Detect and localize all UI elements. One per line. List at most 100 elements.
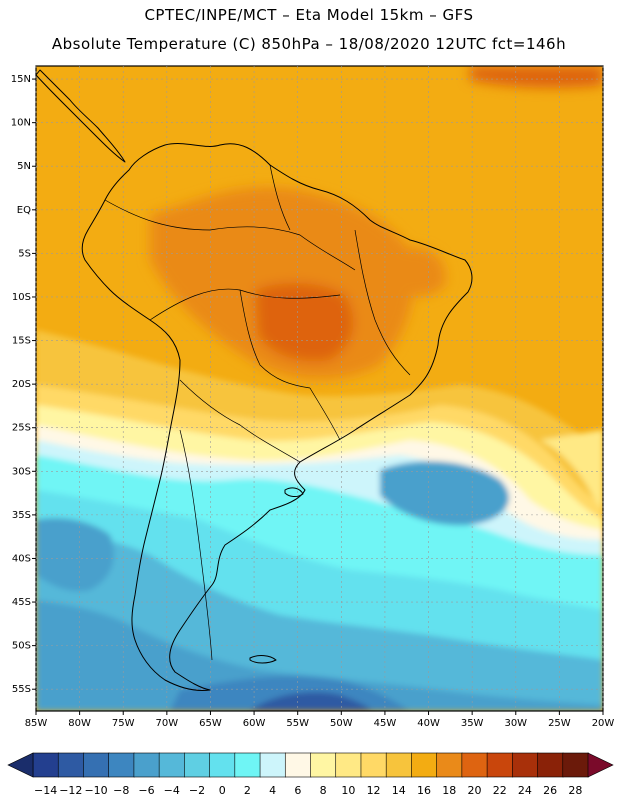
colorbar-swatch [310,752,337,778]
colorbar-label: 28 [568,784,582,797]
lat-tick-label: 35S [12,510,31,521]
field-24-core [255,283,354,362]
colorbar-label: −8 [113,784,129,797]
colorbar-label: 26 [543,784,557,797]
field-22-northeast [398,247,446,297]
border-5 [309,387,341,441]
colorbar-swatch [83,752,110,778]
colorbar-label: 16 [417,784,431,797]
field-cold-pocket [380,461,509,526]
lat-tick-label: 45S [12,597,31,608]
border-3 [239,289,311,389]
colorbar-low-arrow [7,752,34,778]
colorbar-label: 10 [341,784,355,797]
colorbar-label: −4 [164,784,180,797]
coastline-central-america [35,69,126,163]
lat-tick-label: 30S [12,466,31,477]
lon-tick-label: 40W [417,718,440,729]
colorbar: −14 −12 −10 −8 −6 −4 −2 0 2 4 6 8 10 12 14 16 18 20 22 24 26… [7,752,614,797]
colorbar-swatch [108,752,135,778]
country-borders [104,164,411,661]
lon-tick-label: 55W [286,718,309,729]
colorbar-high-arrow [587,752,614,778]
colorbar-swatch [537,752,564,778]
colorbar-label: 2 [244,784,251,797]
colorbar-label: 4 [269,784,276,797]
border-8 [269,164,291,231]
colorbar-swatch [209,752,236,778]
colorbar-swatch [562,752,589,778]
coastline-lake [284,487,304,497]
lon-tick-label: 70W [156,718,179,729]
border-6 [354,229,411,376]
colorbar-labels: −14 −12 −10 −8 −6 −4 −2 0 2 4 6 8 10 12 14 16 18 20 22 24 26… [34,784,582,797]
lat-tick-label: 55S [12,684,31,695]
colorbar-swatch [512,752,539,778]
lat-tick-label: 15S [12,336,31,347]
field-28-topright [470,66,603,88]
colorbar-swatch [158,752,186,778]
colorbar-label: 6 [294,784,301,797]
colorbar-swatch [234,752,261,778]
colorbar-label: 14 [392,784,406,797]
lat-tick-label: 50S [12,641,31,652]
colorbar-swatch [184,752,211,778]
chart-title-line-2: Absolute Temperature (C) 850hPa – 18/08/… [51,35,567,53]
lat-tick-label: 10S [12,292,31,303]
map-frame [35,65,604,712]
lat-tick-label: EQ [17,205,31,216]
chart-title-line-1: CPTEC/INPE/MCT – Eta Model 15km – GFS [144,6,474,24]
colorbar-label: −14 [34,784,57,797]
colorbar-label: −10 [84,784,107,797]
colorbar-swatch [335,752,362,778]
colorbar-label: 12 [367,784,381,797]
lon-tick-label: 35W [461,718,484,729]
colorbar-label: 20 [467,784,481,797]
temperature-field [36,66,603,711]
colorbar-swatch [461,752,488,778]
colorbar-label: −12 [59,784,82,797]
field-warm-tongue [540,430,603,510]
border-1 [104,199,301,236]
lon-tick-label: 25W [548,718,571,729]
lat-tick-label: 5N [17,161,31,172]
colorbar-swatch [436,752,463,778]
lon-tick-label: 75W [112,718,135,729]
colorbar-swatch [57,752,85,778]
lon-tick-label: 45W [374,718,397,729]
colorbar-label: 0 [219,784,226,797]
lon-tick-label: 20W [592,718,615,729]
colorbar-swatch [486,752,514,778]
colorbar-label: 24 [518,784,532,797]
lon-tick-label: 65W [199,718,222,729]
border-7 [179,429,213,661]
colorbar-label: −6 [138,784,154,797]
colorbar-label: −2 [189,784,205,797]
lon-tick-label: 60W [243,718,266,729]
colorbar-swatch [385,752,413,778]
lat-tick-label: 20S [12,379,31,390]
field-m4-band [36,600,603,711]
lat-tick-label: 15N [11,74,31,85]
lon-tick-label: 80W [68,718,91,729]
colorbar-label: 22 [493,784,507,797]
lon-tick-label: 85W [25,718,48,729]
coastlines [35,69,473,691]
field-pacific-cold [36,518,114,592]
colorbar-swatch [284,752,312,778]
colorbar-swatch [32,752,60,778]
lon-tick-label: 50W [330,718,353,729]
lat-tick-label: 40S [12,553,31,564]
lon-tick-label: 30W [504,718,527,729]
colorbar-label: 18 [442,784,456,797]
colorbar-swatch [360,752,387,778]
colorbar-label: 8 [320,784,327,797]
colorbar-swatches [32,752,589,778]
border-9 [299,234,356,271]
colorbar-swatch [133,752,160,778]
lat-tick-label: 5S [18,248,31,259]
lat-tick-label: 10N [11,118,31,129]
colorbar-swatch [411,752,438,778]
coastline-falklands [249,655,277,664]
